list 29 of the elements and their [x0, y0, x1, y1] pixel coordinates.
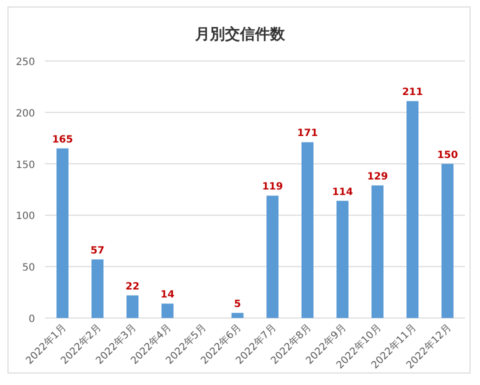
- data-label: 129: [367, 171, 388, 182]
- chart-title: 月別交信件数: [194, 25, 286, 43]
- data-label: 14: [160, 290, 174, 301]
- data-label: 57: [90, 245, 104, 256]
- y-tick-label: 50: [22, 262, 35, 274]
- bar: [126, 295, 138, 318]
- data-label: 165: [52, 134, 73, 146]
- data-label: 211: [402, 87, 423, 98]
- bar: [336, 200, 348, 318]
- y-tick-label: 100: [16, 211, 35, 222]
- y-tick-label: 150: [16, 160, 35, 171]
- data-label: 22: [126, 281, 140, 292]
- data-label: 150: [437, 150, 458, 161]
- data-label: 5: [234, 298, 242, 310]
- y-tick-label: 250: [16, 57, 35, 68]
- y-tick-label: 200: [16, 108, 35, 120]
- bar: [372, 185, 384, 318]
- bar: [232, 312, 244, 318]
- y-tick-label: 0: [28, 314, 35, 325]
- data-label: 119: [262, 182, 283, 193]
- bar: [162, 304, 174, 318]
- bar: [406, 101, 418, 318]
- bar: [266, 196, 278, 318]
- data-label: 171: [297, 128, 318, 140]
- bar: [302, 142, 314, 318]
- bar: [92, 259, 104, 318]
- data-label: 114: [332, 186, 353, 198]
- bar: [56, 148, 68, 318]
- bar: [442, 164, 454, 318]
